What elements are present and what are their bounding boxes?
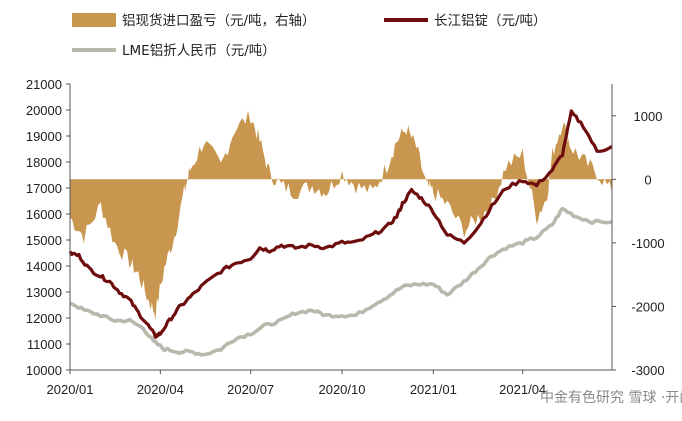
y-left-tick-label: 19000: [26, 129, 62, 144]
series-line-lme: [69, 206, 613, 357]
y-left-tick-label: 13000: [26, 285, 62, 300]
legend-label-lme: LME铝折人民币（元/吨）: [122, 43, 276, 59]
y-left-tick-label: 15000: [26, 233, 62, 248]
series-area-profit: [70, 110, 612, 320]
x-tick-label: 2020/01: [47, 382, 94, 397]
x-tick-label: 2020/04: [137, 382, 184, 397]
legend-swatch-profit: [72, 13, 116, 27]
y-right-tick-label: 0: [644, 172, 651, 187]
watermark: 中金有色研究 雪球 ·开门: [540, 389, 682, 406]
legend: 铝现货进口盈亏（元/吨，右轴） 长江铝锭（元/吨） LME铝折人民币（元/吨）: [72, 12, 547, 59]
y-right-tick-label: -3000: [631, 363, 664, 378]
y-left-tick-label: 20000: [26, 103, 62, 118]
x-tick-label: 2021/04: [499, 382, 546, 397]
x-tick-label: 2020/07: [227, 382, 274, 397]
y-right-tick-label: -1000: [631, 236, 664, 251]
axes: 1000011000120001300014000150001600017000…: [26, 77, 665, 397]
y-left-tick-label: 18000: [26, 155, 62, 170]
y-right-tick-label: 1000: [634, 109, 663, 124]
y-left-tick-label: 14000: [26, 259, 62, 274]
legend-label-profit: 铝现货进口盈亏（元/吨，右轴）: [122, 12, 316, 29]
y-right-tick-label: -2000: [631, 299, 664, 314]
plot-area: [68, 109, 613, 357]
x-tick-label: 2020/10: [318, 382, 365, 397]
y-left-tick-label: 10000: [26, 363, 62, 378]
x-tick-label: 2021/01: [410, 382, 457, 397]
y-left-tick-label: 21000: [26, 77, 62, 92]
y-left-tick-label: 16000: [26, 207, 62, 222]
y-left-tick-label: 12000: [26, 311, 62, 326]
y-left-tick-label: 17000: [26, 181, 62, 196]
series-line-yangtze: [68, 109, 613, 339]
legend-label-yangtze: 长江铝锭（元/吨）: [434, 13, 547, 29]
y-left-tick-label: 11000: [27, 337, 62, 352]
